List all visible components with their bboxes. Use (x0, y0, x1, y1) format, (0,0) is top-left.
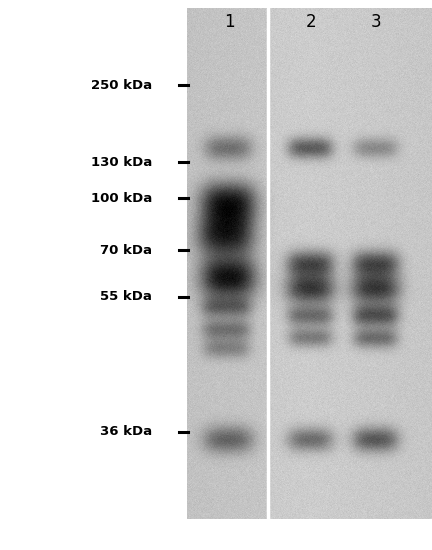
Text: 2: 2 (306, 13, 316, 31)
Text: 70 kDa: 70 kDa (100, 244, 152, 257)
Text: 100 kDa: 100 kDa (91, 191, 152, 205)
Text: 130 kDa: 130 kDa (91, 156, 152, 169)
Text: 250 kDa: 250 kDa (91, 79, 152, 92)
Text: 3: 3 (371, 13, 381, 31)
Text: 36 kDa: 36 kDa (100, 425, 152, 438)
Text: 1: 1 (224, 13, 234, 31)
Text: 55 kDa: 55 kDa (100, 290, 152, 304)
